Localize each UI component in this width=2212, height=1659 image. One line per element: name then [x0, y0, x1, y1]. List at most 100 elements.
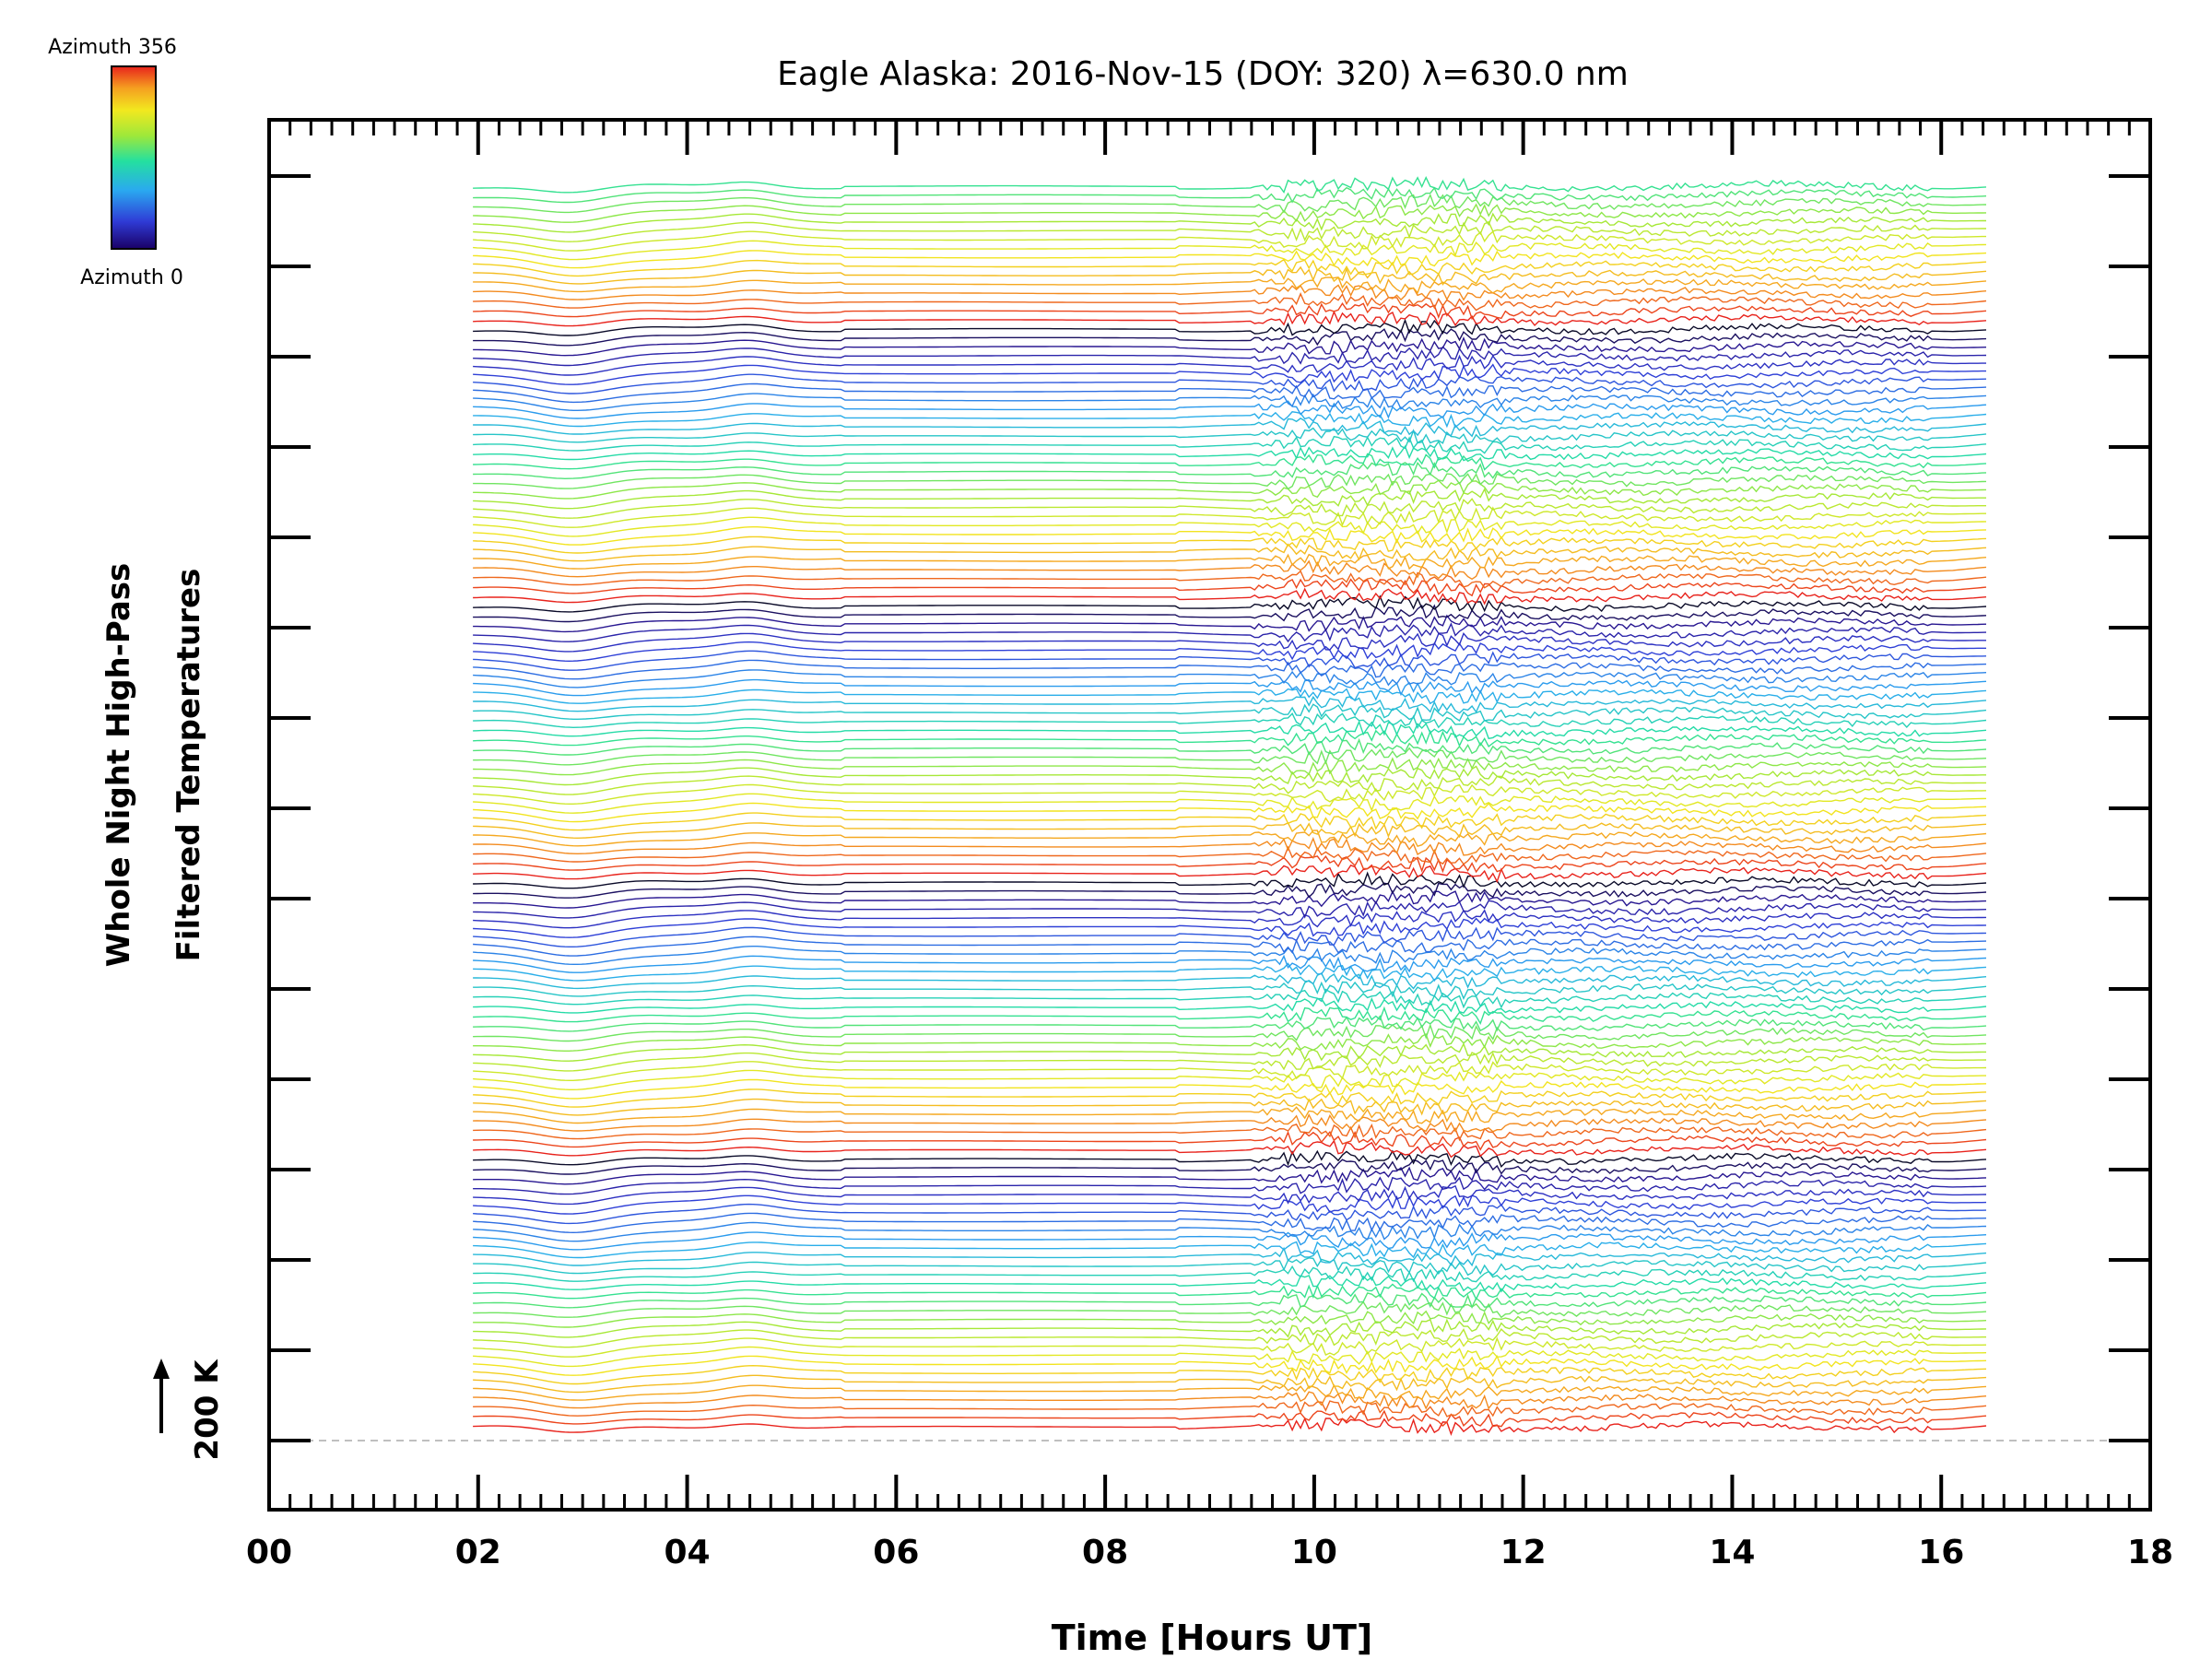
- trace-line: [473, 453, 1987, 471]
- trace-line: [473, 650, 1987, 671]
- x-tick-label: 00: [246, 1534, 292, 1571]
- trace-line: [473, 1078, 1987, 1100]
- trace-line: [473, 1246, 1987, 1267]
- trace-line: [473, 526, 1987, 546]
- trace-line: [473, 1123, 1987, 1142]
- colorbar-top-label: Azimuth 356: [48, 36, 177, 59]
- trace-line: [473, 488, 1986, 510]
- trace-line: [473, 250, 1987, 269]
- trace-line: [473, 1015, 1987, 1032]
- trace-line: [473, 783, 1987, 805]
- trace-line: [473, 996, 1987, 1014]
- trace-line: [473, 1069, 1986, 1090]
- trace-line: [473, 1231, 1987, 1251]
- trace-line: [473, 1364, 1987, 1385]
- trace-line: [473, 632, 1986, 653]
- trace-line: [473, 1346, 1987, 1368]
- trace-line: [473, 435, 1987, 454]
- trace-line: [473, 444, 1987, 462]
- trace-line: [473, 292, 1987, 312]
- trace-line: [473, 703, 1987, 723]
- trace-line: [473, 757, 1987, 776]
- trace-line: [473, 954, 1987, 973]
- trace-line: [473, 302, 1987, 321]
- trace-line: [473, 1130, 1987, 1151]
- trace-line: [473, 946, 1987, 965]
- trace-line: [473, 1149, 1987, 1169]
- x-tick-label: 10: [1291, 1534, 1337, 1571]
- trace-line: [473, 1257, 1987, 1277]
- trace-line: [473, 1139, 1987, 1159]
- axes: [267, 118, 2152, 1512]
- trace-line: [473, 411, 1987, 429]
- trace-line: [473, 400, 1987, 419]
- trace-line: [473, 594, 1987, 613]
- trace-line: [473, 498, 1986, 519]
- trace-line: [473, 871, 1987, 889]
- x-tick-label: 02: [455, 1534, 501, 1571]
- trace-line: [473, 1176, 1987, 1195]
- trace-line: [473, 346, 1987, 367]
- colorbar-gradient: [111, 65, 157, 250]
- trace-line: [473, 1275, 1987, 1293]
- chart-title: Eagle Alaska: 2016-Nov-15 (DOY: 320) λ=6…: [777, 55, 1629, 93]
- trace-line: [473, 604, 1987, 623]
- trace-line: [473, 1212, 1987, 1234]
- trace-line: [473, 1292, 1987, 1310]
- trace-line: [473, 543, 1987, 562]
- trace-line: [473, 1417, 1987, 1437]
- trace-line: [473, 418, 1987, 438]
- trace-line: [473, 373, 1987, 394]
- trace-line: [473, 775, 1986, 795]
- trace-line: [473, 729, 1987, 747]
- trace-line: [473, 935, 1987, 957]
- trace-line: [473, 659, 1987, 680]
- trace-line: [473, 354, 1986, 376]
- trace-line: [473, 393, 1987, 411]
- trace-line: [473, 821, 1987, 840]
- trace-line: [473, 917, 1987, 938]
- trace-line: [473, 864, 1987, 884]
- trace-line: [473, 837, 1987, 856]
- trace-line: [473, 559, 1987, 581]
- trace-line: [473, 695, 1987, 714]
- trace-line: [473, 765, 1986, 786]
- trace-line: [473, 900, 1987, 919]
- trace-line: [473, 669, 1987, 688]
- trace-line: [473, 720, 1987, 740]
- trace-line: [473, 553, 1987, 571]
- trace-line: [473, 988, 1987, 1009]
- trace-line: [473, 1336, 1987, 1358]
- trace-line: [473, 240, 1987, 261]
- trace-line: [473, 802, 1987, 823]
- trace-line: [473, 186, 1987, 204]
- trace-line: [473, 212, 1986, 233]
- trace-line: [473, 1203, 1987, 1225]
- trace-line: [473, 830, 1987, 848]
- data-traces: [473, 176, 1987, 1437]
- trace-line: [473, 926, 1987, 947]
- trace-line: [473, 570, 1987, 589]
- trace-line: [473, 382, 1987, 404]
- trace-line: [473, 220, 1986, 242]
- y-axis-label-line-2: Filtered Temperatures: [171, 569, 207, 962]
- trace-line: [473, 176, 1987, 194]
- trace-line: [473, 265, 1987, 286]
- trace-line: [473, 812, 1987, 831]
- trace-line: [473, 427, 1987, 444]
- trace-line: [473, 1061, 1987, 1081]
- trace-line: [473, 284, 1987, 301]
- colorbar-bottom-label: Azimuth 0: [80, 266, 183, 289]
- trace-line: [473, 889, 1987, 909]
- trace-line: [473, 678, 1987, 697]
- trace-line: [473, 882, 1987, 899]
- trace-line: [473, 1088, 1987, 1108]
- trace-line: [473, 1166, 1987, 1185]
- x-tick-label: 16: [1918, 1534, 1964, 1571]
- trace-line: [473, 855, 1987, 874]
- trace-line: [473, 587, 1987, 606]
- trace-line: [473, 363, 1986, 385]
- x-tick-label: 12: [1500, 1534, 1547, 1571]
- trace-line: [473, 909, 1987, 929]
- trace-line: [473, 310, 1987, 327]
